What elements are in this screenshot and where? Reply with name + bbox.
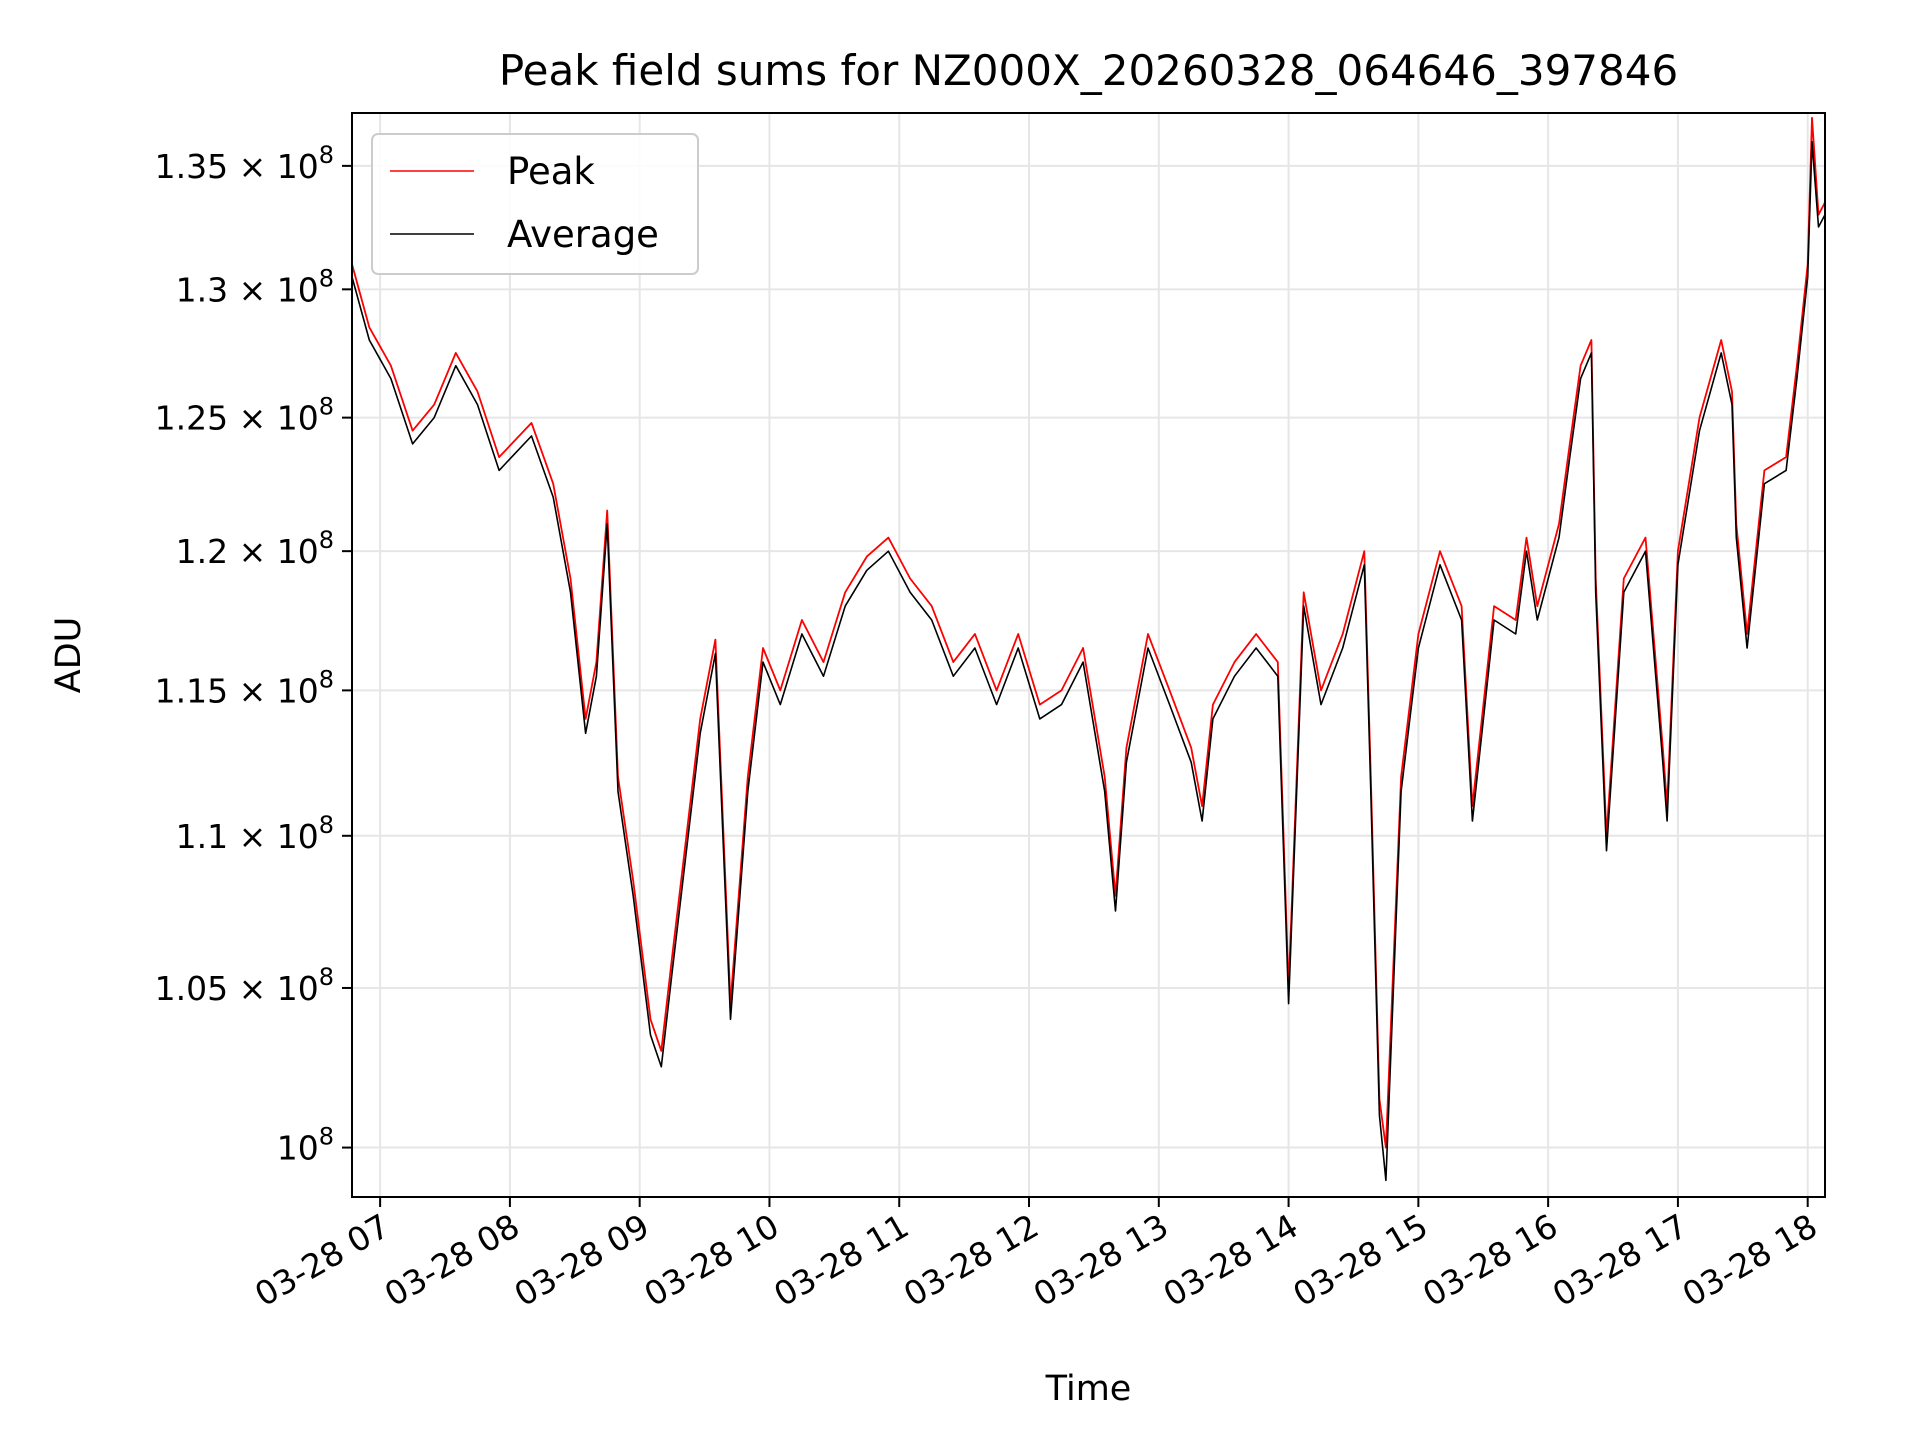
y-tick-mantissa: 1.05 ×: [155, 969, 277, 1008]
y-tick-exponent: 8: [319, 665, 334, 693]
y-tick-label: 1.15 × 108: [155, 665, 334, 710]
x-axis-title: Time: [1045, 1369, 1132, 1409]
chart-title: Peak field sums for NZ000X_20260328_0646…: [499, 46, 1678, 95]
y-tick-label: 108: [277, 1123, 334, 1168]
y-axis: 108 1.05 × 108 1.1 × 108 1.15 × 108 1.2 × 10…: [155, 141, 352, 1168]
y-tick-label: 1.1 × 108: [176, 811, 334, 856]
y-tick-label: 1.2 × 108: [176, 526, 334, 571]
grid: [352, 113, 1825, 1197]
y-tick-mantissa: 1.1 ×: [176, 817, 277, 856]
y-tick-exponent: 8: [319, 526, 334, 554]
y-tick-mantissa: 1.15 ×: [155, 671, 277, 710]
y-tick-label: 1.35 × 108: [155, 141, 334, 186]
y-axis-title: ADU: [49, 617, 89, 694]
legend: Peak Average: [371, 133, 699, 275]
legend-box: [371, 133, 699, 275]
y-tick-label: 1.05 × 108: [155, 963, 334, 1008]
series-line-peak: [352, 116, 1825, 1149]
y-tick-mantissa: 1.25 ×: [155, 399, 277, 438]
y-tick-label: 1.3 × 108: [176, 264, 334, 309]
y-tick-mantissa: 1.3 ×: [176, 270, 277, 309]
series-line-average: [352, 140, 1825, 1182]
y-tick-mantissa: 1.2 ×: [176, 532, 277, 571]
legend-label-average: Average: [507, 213, 659, 256]
y-tick-mantissa: 1.35 ×: [155, 147, 277, 186]
y-tick-exponent: 8: [319, 811, 334, 839]
y-tick-exponent: 8: [319, 393, 334, 421]
y-tick-label: 1.25 × 108: [155, 393, 334, 438]
y-tick-exponent: 8: [319, 264, 334, 292]
legend-label-peak: Peak: [507, 150, 595, 193]
plot-frame: [351, 112, 1826, 1198]
y-tick-exponent: 8: [319, 963, 334, 991]
y-tick-exponent: 8: [319, 141, 334, 169]
series-layer: [352, 116, 1825, 1182]
y-tick-exponent: 8: [319, 1123, 334, 1151]
